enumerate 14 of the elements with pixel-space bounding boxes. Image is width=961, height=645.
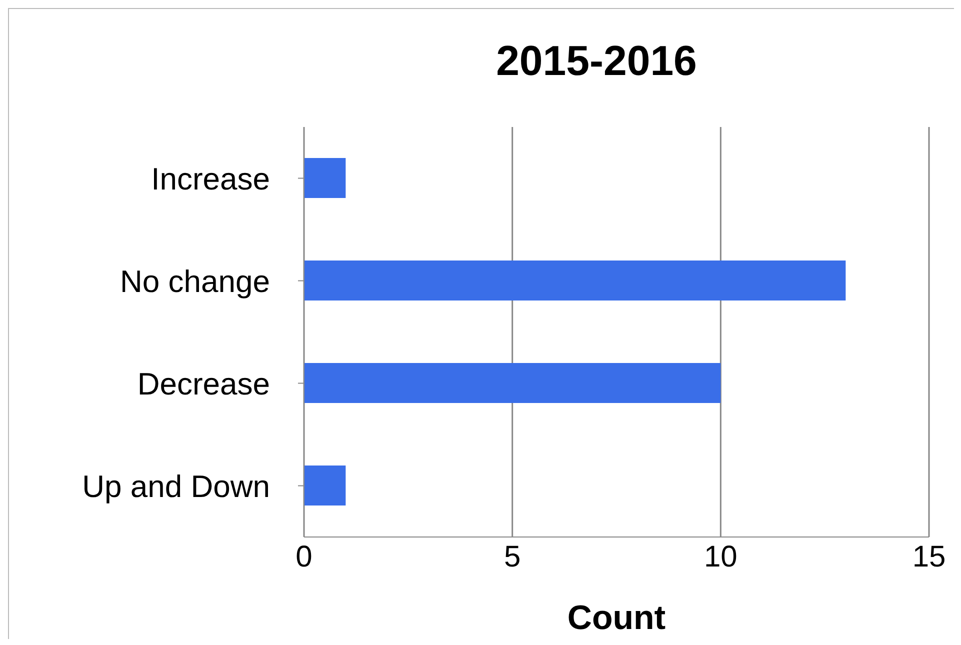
x-tick-label: 15 xyxy=(912,540,946,574)
bar xyxy=(304,466,346,506)
y-tick-label: Decrease xyxy=(137,366,270,402)
y-tick-label: No change xyxy=(120,264,270,299)
x-axis-title: Count xyxy=(567,599,666,637)
bar xyxy=(304,260,846,300)
x-tick-label: 5 xyxy=(504,540,521,574)
x-tick-label: 10 xyxy=(704,540,738,574)
y-tick-label: Increase xyxy=(151,161,270,196)
chart-title: 2015-2016 xyxy=(495,36,698,86)
bar xyxy=(304,158,346,198)
x-tick-label: 0 xyxy=(296,540,312,574)
bar xyxy=(304,363,721,403)
y-tick-label: Up and Down xyxy=(82,468,270,504)
